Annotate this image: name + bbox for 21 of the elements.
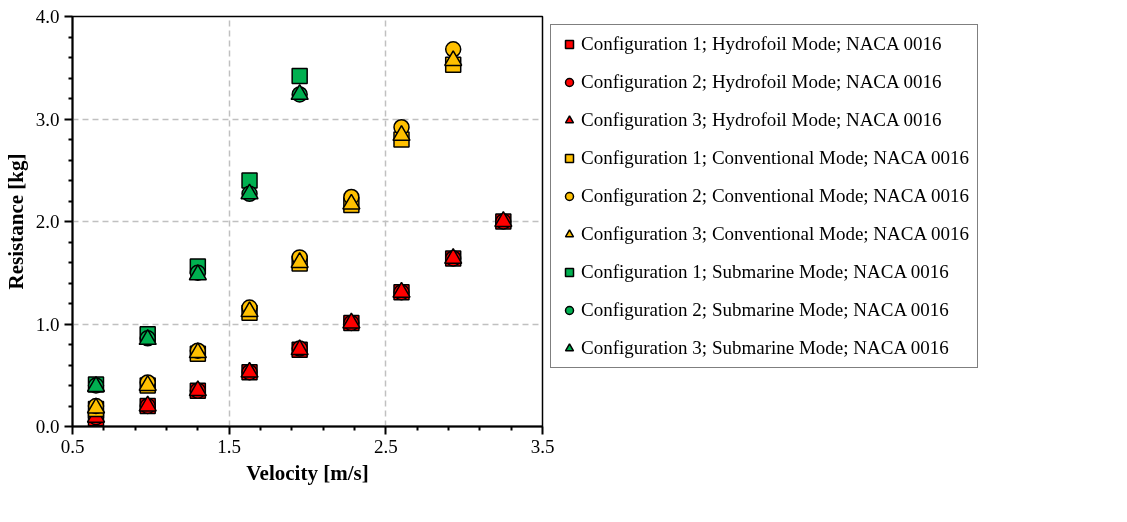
x-tick-label: 0.5	[60, 435, 85, 457]
legend-label: Configuration 2; Conventional Mode; NACA 0016	[581, 185, 969, 207]
legend-label: Configuration 1; Submarine Mode; NACA 0016	[581, 261, 949, 283]
legend-label: Configuration 2; Hydrofoil Mode; NACA 0016	[581, 71, 942, 93]
x-tick-label: 1.5	[217, 435, 242, 457]
x-tick-label: 3.5	[530, 435, 555, 457]
y-tick-label: 3.0	[35, 108, 60, 130]
y-tick-label: 2.0	[35, 211, 60, 232]
x-tick-label: 2.5	[373, 435, 398, 457]
legend-label: Configuration 3; Conventional Mode; NACA 0016	[581, 223, 969, 245]
y-tick-label: 1.0	[35, 313, 60, 335]
y-tick-label: 0.0	[35, 416, 60, 437]
x-axis-title: Velocity [m/s]	[246, 460, 369, 485]
legend-label: Configuration 1; Conventional Mode; NACA 0016	[581, 147, 969, 169]
legend-label: Configuration 2; Submarine Mode; NACA 0016	[581, 299, 949, 321]
legend-label: Configuration 3; Hydrofoil Mode; NACA 0016	[581, 109, 942, 131]
y-axis-title: Resistance [kg]	[3, 153, 28, 290]
legend-label: Configuration 3; Submarine Mode; NACA 0016	[581, 337, 949, 359]
y-tick-label: 4.0	[35, 6, 60, 27]
legend-label: Configuration 1; Hydrofoil Mode; NACA 0016	[581, 33, 942, 55]
point	[291, 67, 308, 85]
